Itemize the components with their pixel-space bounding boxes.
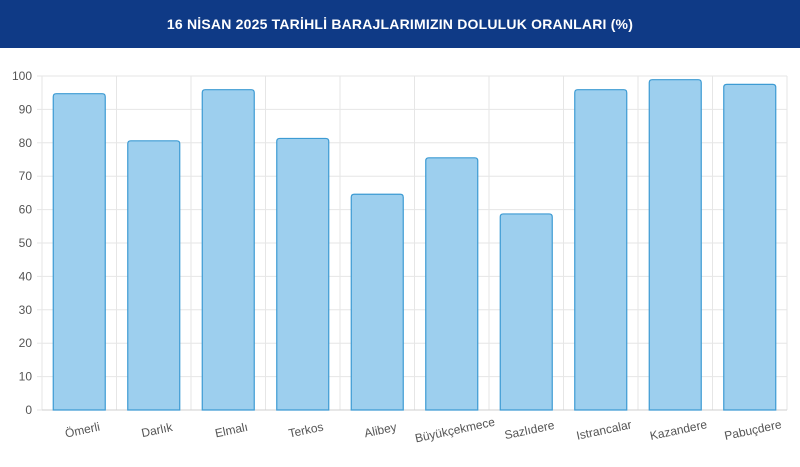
bar-terkos[interactable]: [276, 137, 330, 411]
chart-area: 0 10 20 30 40 50 60 70 80 90 100 Ömerli Darlık Elmal…: [0, 48, 800, 462]
y-tick-label: 70: [19, 169, 33, 183]
y-tick-label: 100: [12, 69, 32, 83]
x-tick-label: Büyükçekmece: [414, 415, 497, 446]
bar-chart: 0 10 20 30 40 50 60 70 80 90 100 Ömerli Darlık Elmal…: [12, 69, 788, 446]
bar-darlık[interactable]: [127, 140, 181, 411]
x-tick-label: Sazlıdere: [503, 418, 556, 442]
bar-kazandere[interactable]: [648, 79, 702, 411]
y-tick-label: 80: [19, 136, 33, 150]
y-tick-label: 30: [19, 303, 33, 317]
bar-alibey[interactable]: [350, 193, 404, 411]
x-tick-label: Terkos: [287, 420, 324, 441]
chart-header: 16 NİSAN 2025 TARİHLİ BARAJLARIMIZIN DOL…: [0, 0, 800, 48]
y-axis-ticks: 0 10 20 30 40 50 60 70 80 90 100: [12, 69, 32, 417]
x-axis-ticks: Ömerli Darlık Elmalı Terkos Alibey Büyükçekme…: [64, 415, 783, 446]
x-tick-label: Alibey: [363, 420, 398, 440]
y-tick-label: 50: [19, 236, 33, 250]
chart-title: 16 NİSAN 2025 TARİHLİ BARAJLARIMIZIN DOL…: [166, 16, 634, 32]
bar-ömerli[interactable]: [52, 93, 106, 411]
y-tick-label: 20: [19, 336, 33, 350]
y-tick-label: 10: [19, 370, 33, 384]
x-tick-label: Elmalı: [214, 420, 250, 441]
x-tick-label: Kazandere: [649, 417, 709, 443]
x-tick-label: Pabuçdere: [723, 417, 783, 443]
x-tick-label: Istrancalar: [575, 417, 633, 442]
bar-sazlıdere[interactable]: [499, 213, 553, 411]
y-tick-label: 40: [19, 269, 33, 283]
bars: [52, 79, 777, 411]
y-tick-label: 60: [19, 203, 33, 217]
y-tick-label: 0: [25, 403, 32, 417]
bar-büyükçekmece[interactable]: [425, 157, 479, 411]
bar-pabuçdere[interactable]: [723, 83, 777, 411]
bar-elmalı[interactable]: [201, 89, 255, 411]
x-tick-label: Darlık: [140, 420, 175, 440]
y-tick-label: 90: [19, 102, 33, 116]
x-tick-label: Ömerli: [64, 420, 101, 441]
bar-istrancalar[interactable]: [574, 89, 628, 411]
